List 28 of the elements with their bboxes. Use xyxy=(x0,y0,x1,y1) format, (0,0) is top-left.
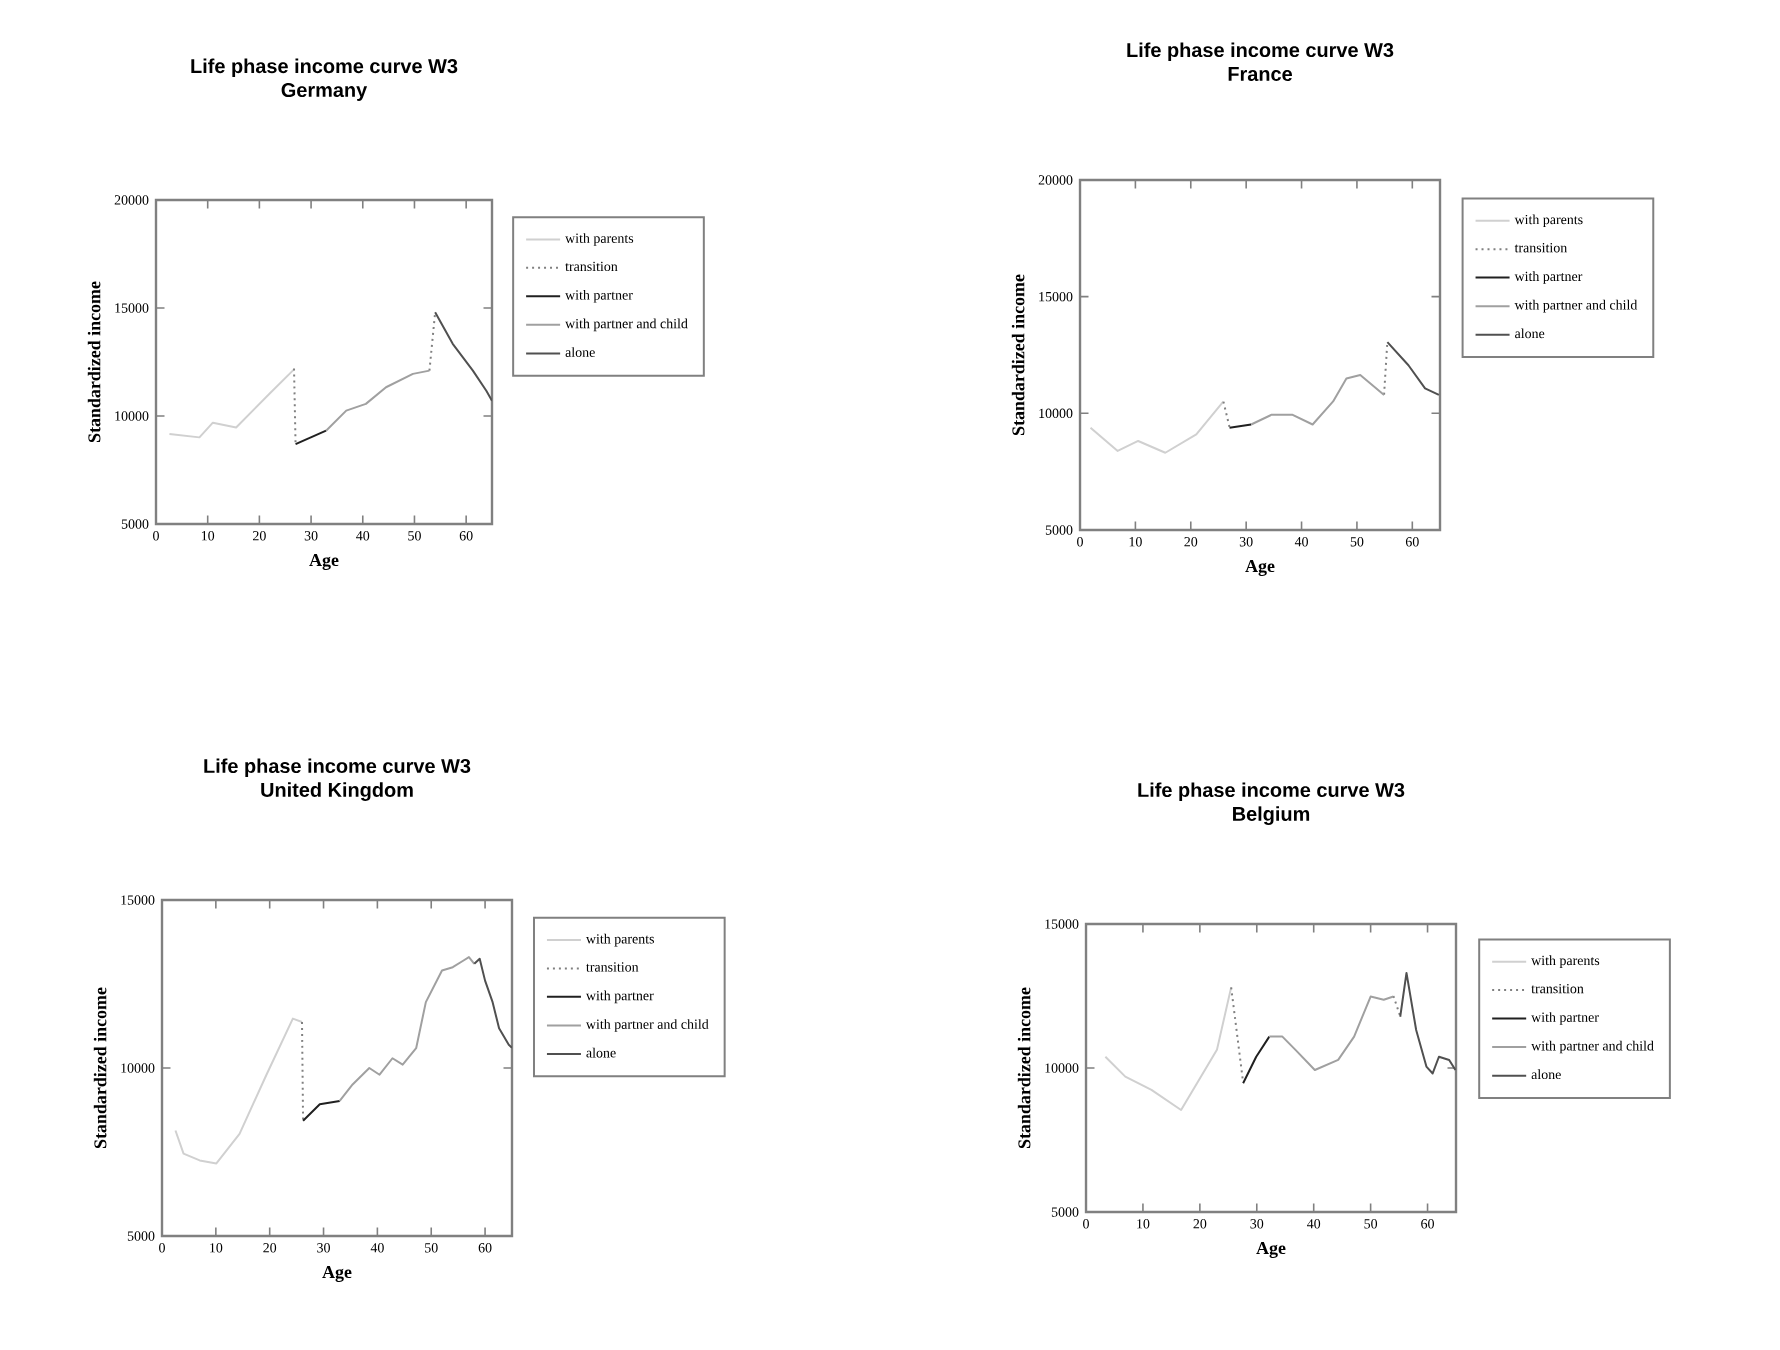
chart-title: Life phase income curve W3 xyxy=(1127,42,1394,62)
line-series xyxy=(434,311,492,402)
line-series xyxy=(473,957,512,1049)
y-axis-title: Standardized income xyxy=(1011,274,1025,435)
line-series xyxy=(1399,971,1457,1075)
line-series xyxy=(338,956,476,1102)
x-axis-title: Age xyxy=(309,554,339,570)
line-series xyxy=(168,368,296,439)
line-series xyxy=(1104,986,1233,1112)
x-axis-title: Age xyxy=(1256,1242,1286,1258)
line-series xyxy=(325,369,431,432)
line-series xyxy=(1386,341,1440,396)
chart-title: Life phase income curve W3 xyxy=(191,58,458,78)
chart-subtitle: Germany xyxy=(281,82,368,101)
y-axis-title: Standardized income xyxy=(93,987,107,1148)
chart-title: Life phase income curve W3 xyxy=(204,758,471,777)
line-series xyxy=(1089,400,1225,454)
chart-subtitle: Belgium xyxy=(1233,806,1310,825)
line-series xyxy=(1250,374,1386,426)
y-axis-title: Standardized income xyxy=(87,281,101,442)
chart-title: Life phase income curve W3 xyxy=(1138,782,1405,801)
y-axis-title: Standardized income xyxy=(1017,987,1031,1148)
chart-subtitle: United Kingdom xyxy=(261,782,413,801)
line-series xyxy=(1268,995,1395,1072)
x-axis-title: Age xyxy=(322,1266,352,1282)
chart-subtitle: France xyxy=(1228,67,1292,81)
x-axis-title: Age xyxy=(1245,560,1275,576)
line-series xyxy=(174,1017,303,1165)
